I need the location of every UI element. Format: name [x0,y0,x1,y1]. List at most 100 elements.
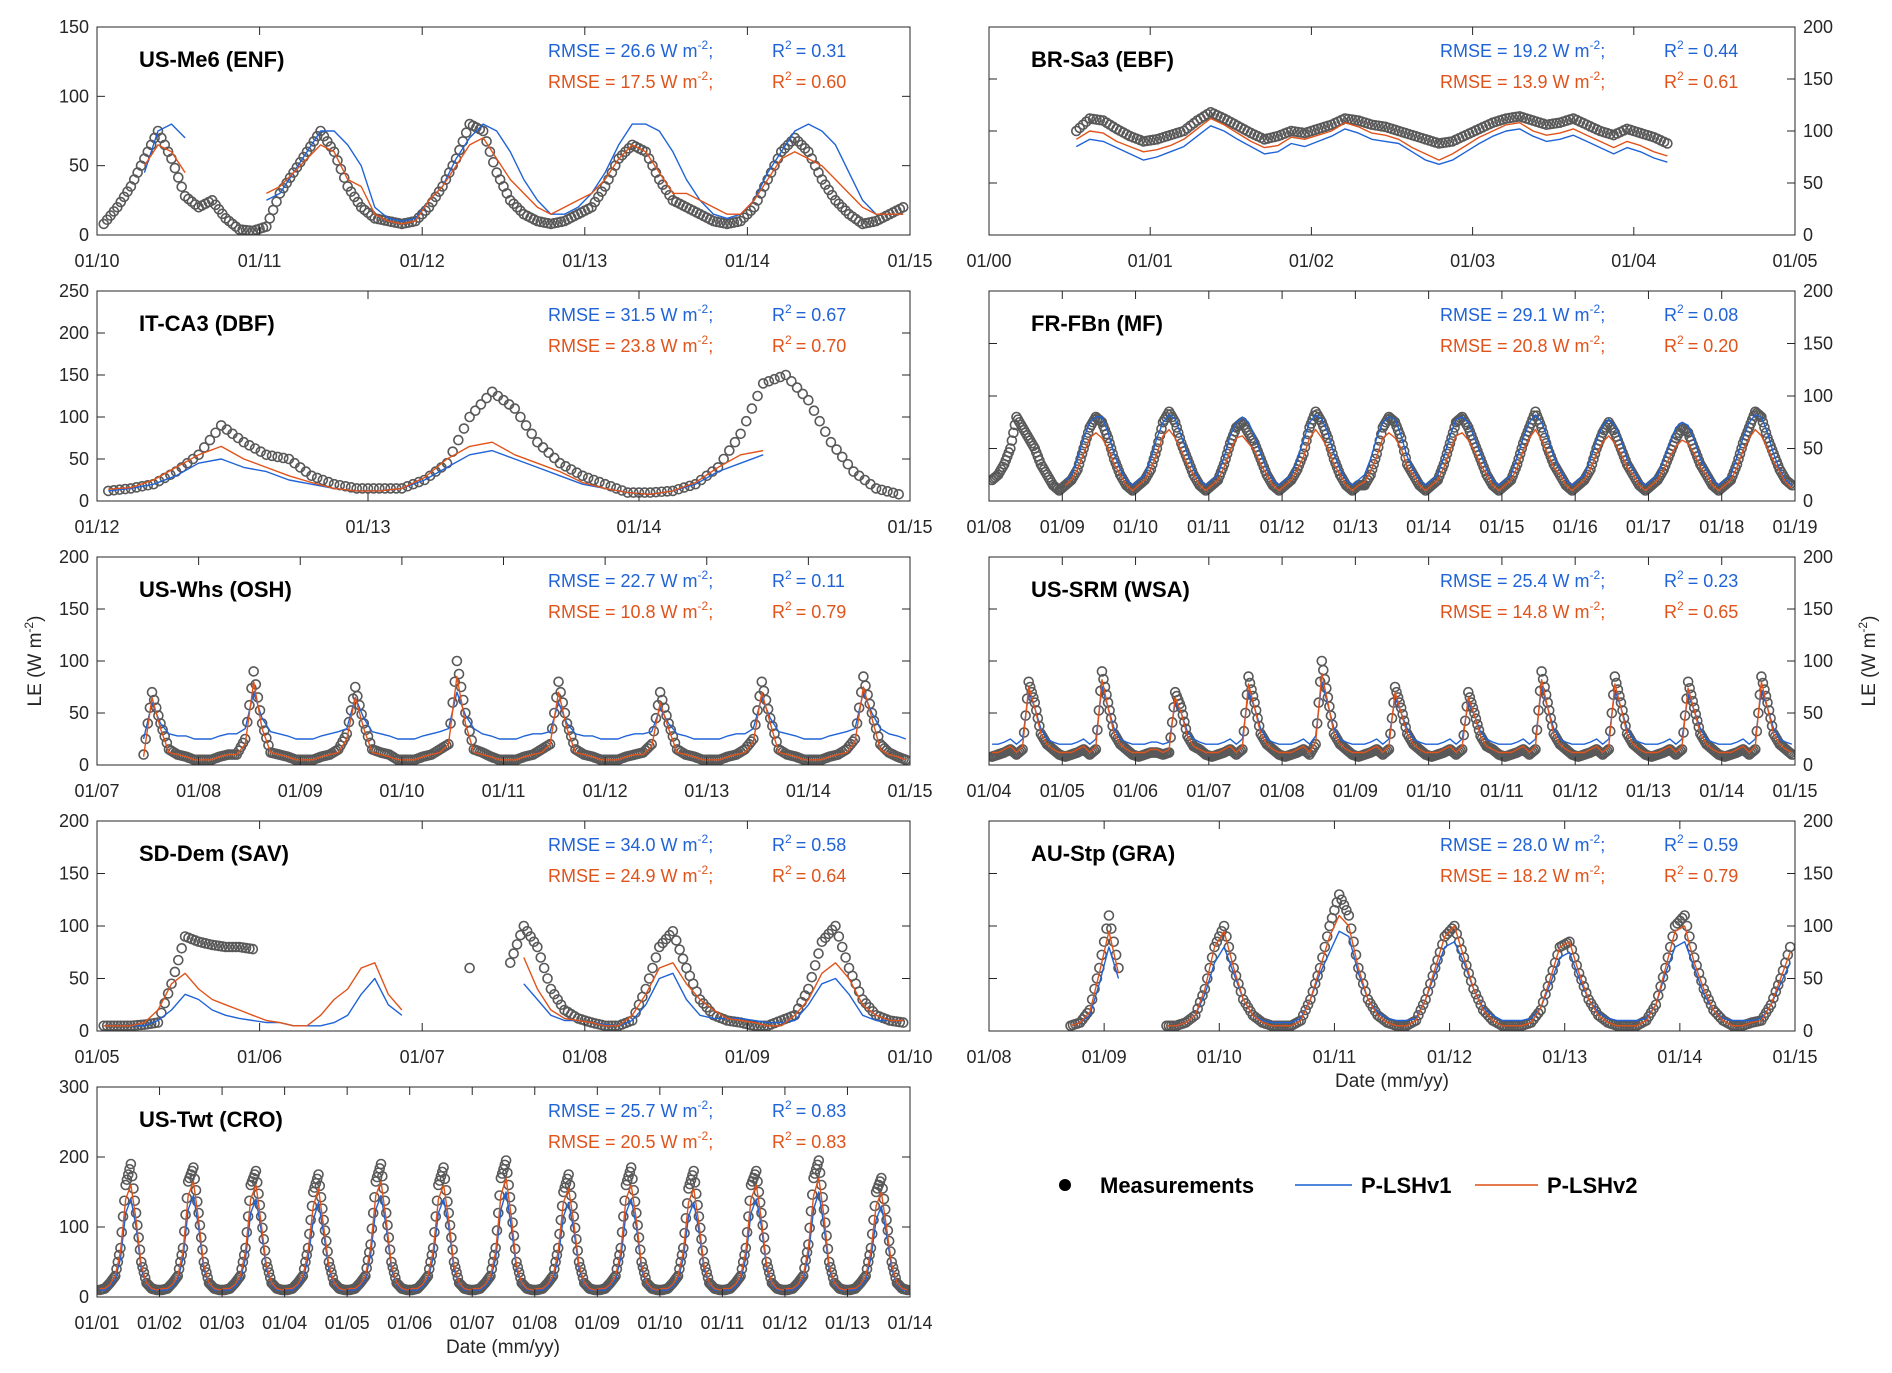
panel-fr-fbn: 0 50 100 150 200 01/08 01/09 01/10 01/11 01/12 01/… [966,281,1833,537]
measurement-point [887,487,899,499]
measurement-point [469,405,481,417]
measurement-point [311,1173,323,1185]
measurement-point [678,482,690,493]
measurement-point [745,736,757,747]
separator: ; [1600,336,1605,356]
measurement-point [1008,427,1019,439]
measurement-point [1470,713,1482,725]
measurement-point [611,483,622,494]
measurement-point [500,1155,512,1166]
measurement-point [475,399,487,410]
panel-us-srm: 0 50 100 150 200 01/04 01/05 01/06 01/07 01/08 01/… [966,547,1833,801]
rmse-value: RMSE = 23.8 W m [548,336,698,356]
measurement-point [249,443,261,454]
rmse-value: RMSE = 14.8 W m [1440,602,1590,622]
panel-title: AU-Stp (GRA) [1031,841,1175,866]
separator: ; [1600,72,1605,92]
panel-title: US-Me6 (ENF) [139,47,284,72]
measurement-point [808,405,820,417]
measurement-point [449,676,461,688]
measurement-point [826,189,838,201]
r2-label: R [1664,336,1677,356]
y-tick-label: 0 [79,1021,89,1041]
rmse-text: RMSE = 14.8 W m-2; [1440,599,1605,622]
y-label-text: LE (W m [25,633,46,707]
measurement-point [204,434,216,446]
x-tick-label: 01/12 [400,251,445,271]
measurement-point [379,1195,391,1207]
measurement-point [1586,458,1598,470]
measurement-point [1703,994,1714,1005]
panel-title: SD-Dem (SAV) [139,841,289,866]
measurement-point [1302,999,1314,1011]
measurement-point [1297,1009,1309,1021]
panel-title: US-Whs (OSH) [139,577,292,602]
measurement-point [1338,899,1350,911]
p-lshv2-line [108,441,764,495]
x-tick-label: 01/13 [1626,781,1671,801]
measurement-point [433,186,445,197]
r2-value: = 0.83 [796,1132,847,1152]
unit-exponent: -2 [698,302,709,316]
measurement-point [589,196,601,208]
y-tick-label: 200 [59,323,89,343]
measurement-point [1388,415,1399,427]
y-tick-label: 50 [69,449,89,469]
x-tick-label: 01/01 [1128,251,1173,271]
rmse-text: RMSE = 23.8 W m-2; [548,333,713,356]
rmse-text: RMSE = 28.0 W m-2; [1440,832,1605,855]
measurement-point [1185,120,1196,132]
measurement-point [735,215,746,227]
measurement-point [173,954,184,966]
measurement-point [1753,409,1764,420]
y-tick-label: 150 [59,365,89,385]
rmse-value: RMSE = 20.5 W m [548,1132,698,1152]
x-tick-label: 01/14 [887,1313,932,1333]
measurement-point [1077,119,1089,131]
measurement-point [288,167,299,178]
measurement-point [1300,1004,1311,1016]
y-tick-label: 200 [59,811,89,831]
r2-exponent: 2 [785,1129,792,1143]
x-tick-label: 01/12 [583,781,628,801]
measurement-point [494,1190,505,1201]
measurement-point [1201,973,1213,984]
r2-exponent: 2 [785,832,792,846]
measurement-point [849,733,861,745]
x-tick-label: 01/07 [450,1313,495,1333]
x-tick-label: 01/10 [379,781,424,801]
measurement-point [253,1188,264,1200]
measurement-point [1005,443,1016,454]
measurement-point [1101,923,1112,934]
panel-sd-dem: 0 50 100 150 200 01/05 01/06 01/07 01/08 01/09 01/… [59,811,933,1067]
measurement-point [532,941,543,953]
x-tick-label: 01/11 [701,1313,745,1333]
panel-title: FR-FBn (MF) [1031,311,1163,336]
x-tick-label: 01/14 [1699,781,1744,801]
r2-value: = 0.83 [796,1101,847,1121]
separator: ; [1600,305,1605,325]
panel-br-sa3: 0 50 100 150 200 01/00 01/01 01/02 01/03 01/04 01/… [966,17,1833,271]
r2-label: R [1664,41,1677,61]
rmse-value: RMSE = 17.5 W m [548,72,698,92]
x-tick-label: 01/11 [238,251,282,271]
y-tick-label: 150 [1803,69,1833,89]
measurement-point [317,474,329,486]
r2-text: R2 = 0.70 [772,333,846,356]
measurement-point [502,1167,513,1179]
y-label-text: LE (W m [1859,633,1880,707]
measurement-point [227,941,238,953]
measurement-point [119,1195,130,1207]
measurement-point [1675,745,1686,757]
measurement-point [1074,122,1085,134]
r2-exponent: 2 [1677,599,1684,613]
measurement-point [1783,746,1795,758]
measurement-point [263,739,274,751]
measurement-point [274,188,286,199]
r2-value: = 0.79 [796,602,847,622]
r2-exponent: 2 [1677,69,1684,83]
measurement-point [780,369,792,381]
measurement-point [121,1174,133,1186]
plot-marks [138,655,910,765]
measurement-point [1194,996,1206,1008]
